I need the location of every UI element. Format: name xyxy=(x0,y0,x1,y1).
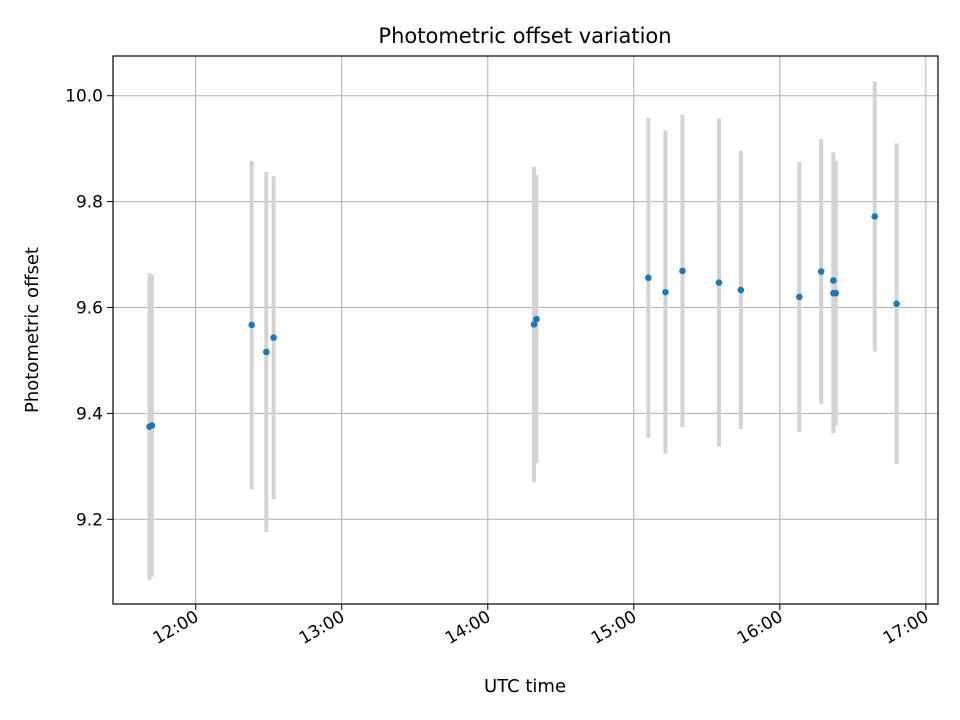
data-point xyxy=(817,268,825,275)
data-point xyxy=(530,321,538,328)
data-point xyxy=(795,293,803,301)
data-point xyxy=(645,274,652,282)
y-tick-label: 9.6 xyxy=(76,298,103,318)
y-axis-label: Photometric offset xyxy=(22,247,43,413)
data-point xyxy=(248,321,256,329)
data-point xyxy=(679,267,686,275)
data-points xyxy=(146,213,900,430)
y-tick-label: 9.2 xyxy=(76,510,103,530)
data-point xyxy=(263,348,270,356)
data-point xyxy=(871,213,879,220)
y-tick-label: 9.4 xyxy=(76,404,103,424)
data-point xyxy=(270,334,277,341)
data-point xyxy=(830,277,837,284)
data-point xyxy=(893,300,900,308)
data-point xyxy=(715,279,723,286)
y-axis: 9.2 9.4 9.6 9.8 10.0 xyxy=(65,87,113,530)
plot-area-frame xyxy=(112,55,939,605)
data-point xyxy=(148,422,156,429)
chart-title: Photometric offset variation xyxy=(378,24,671,48)
y-tick-label: 9.8 xyxy=(76,193,103,213)
data-point xyxy=(533,315,540,323)
data-point xyxy=(737,286,745,294)
data-point xyxy=(832,289,840,297)
data-point xyxy=(662,288,669,296)
x-axis-label: UTC time xyxy=(484,676,566,697)
y-tick-label: 10.0 xyxy=(65,87,103,107)
